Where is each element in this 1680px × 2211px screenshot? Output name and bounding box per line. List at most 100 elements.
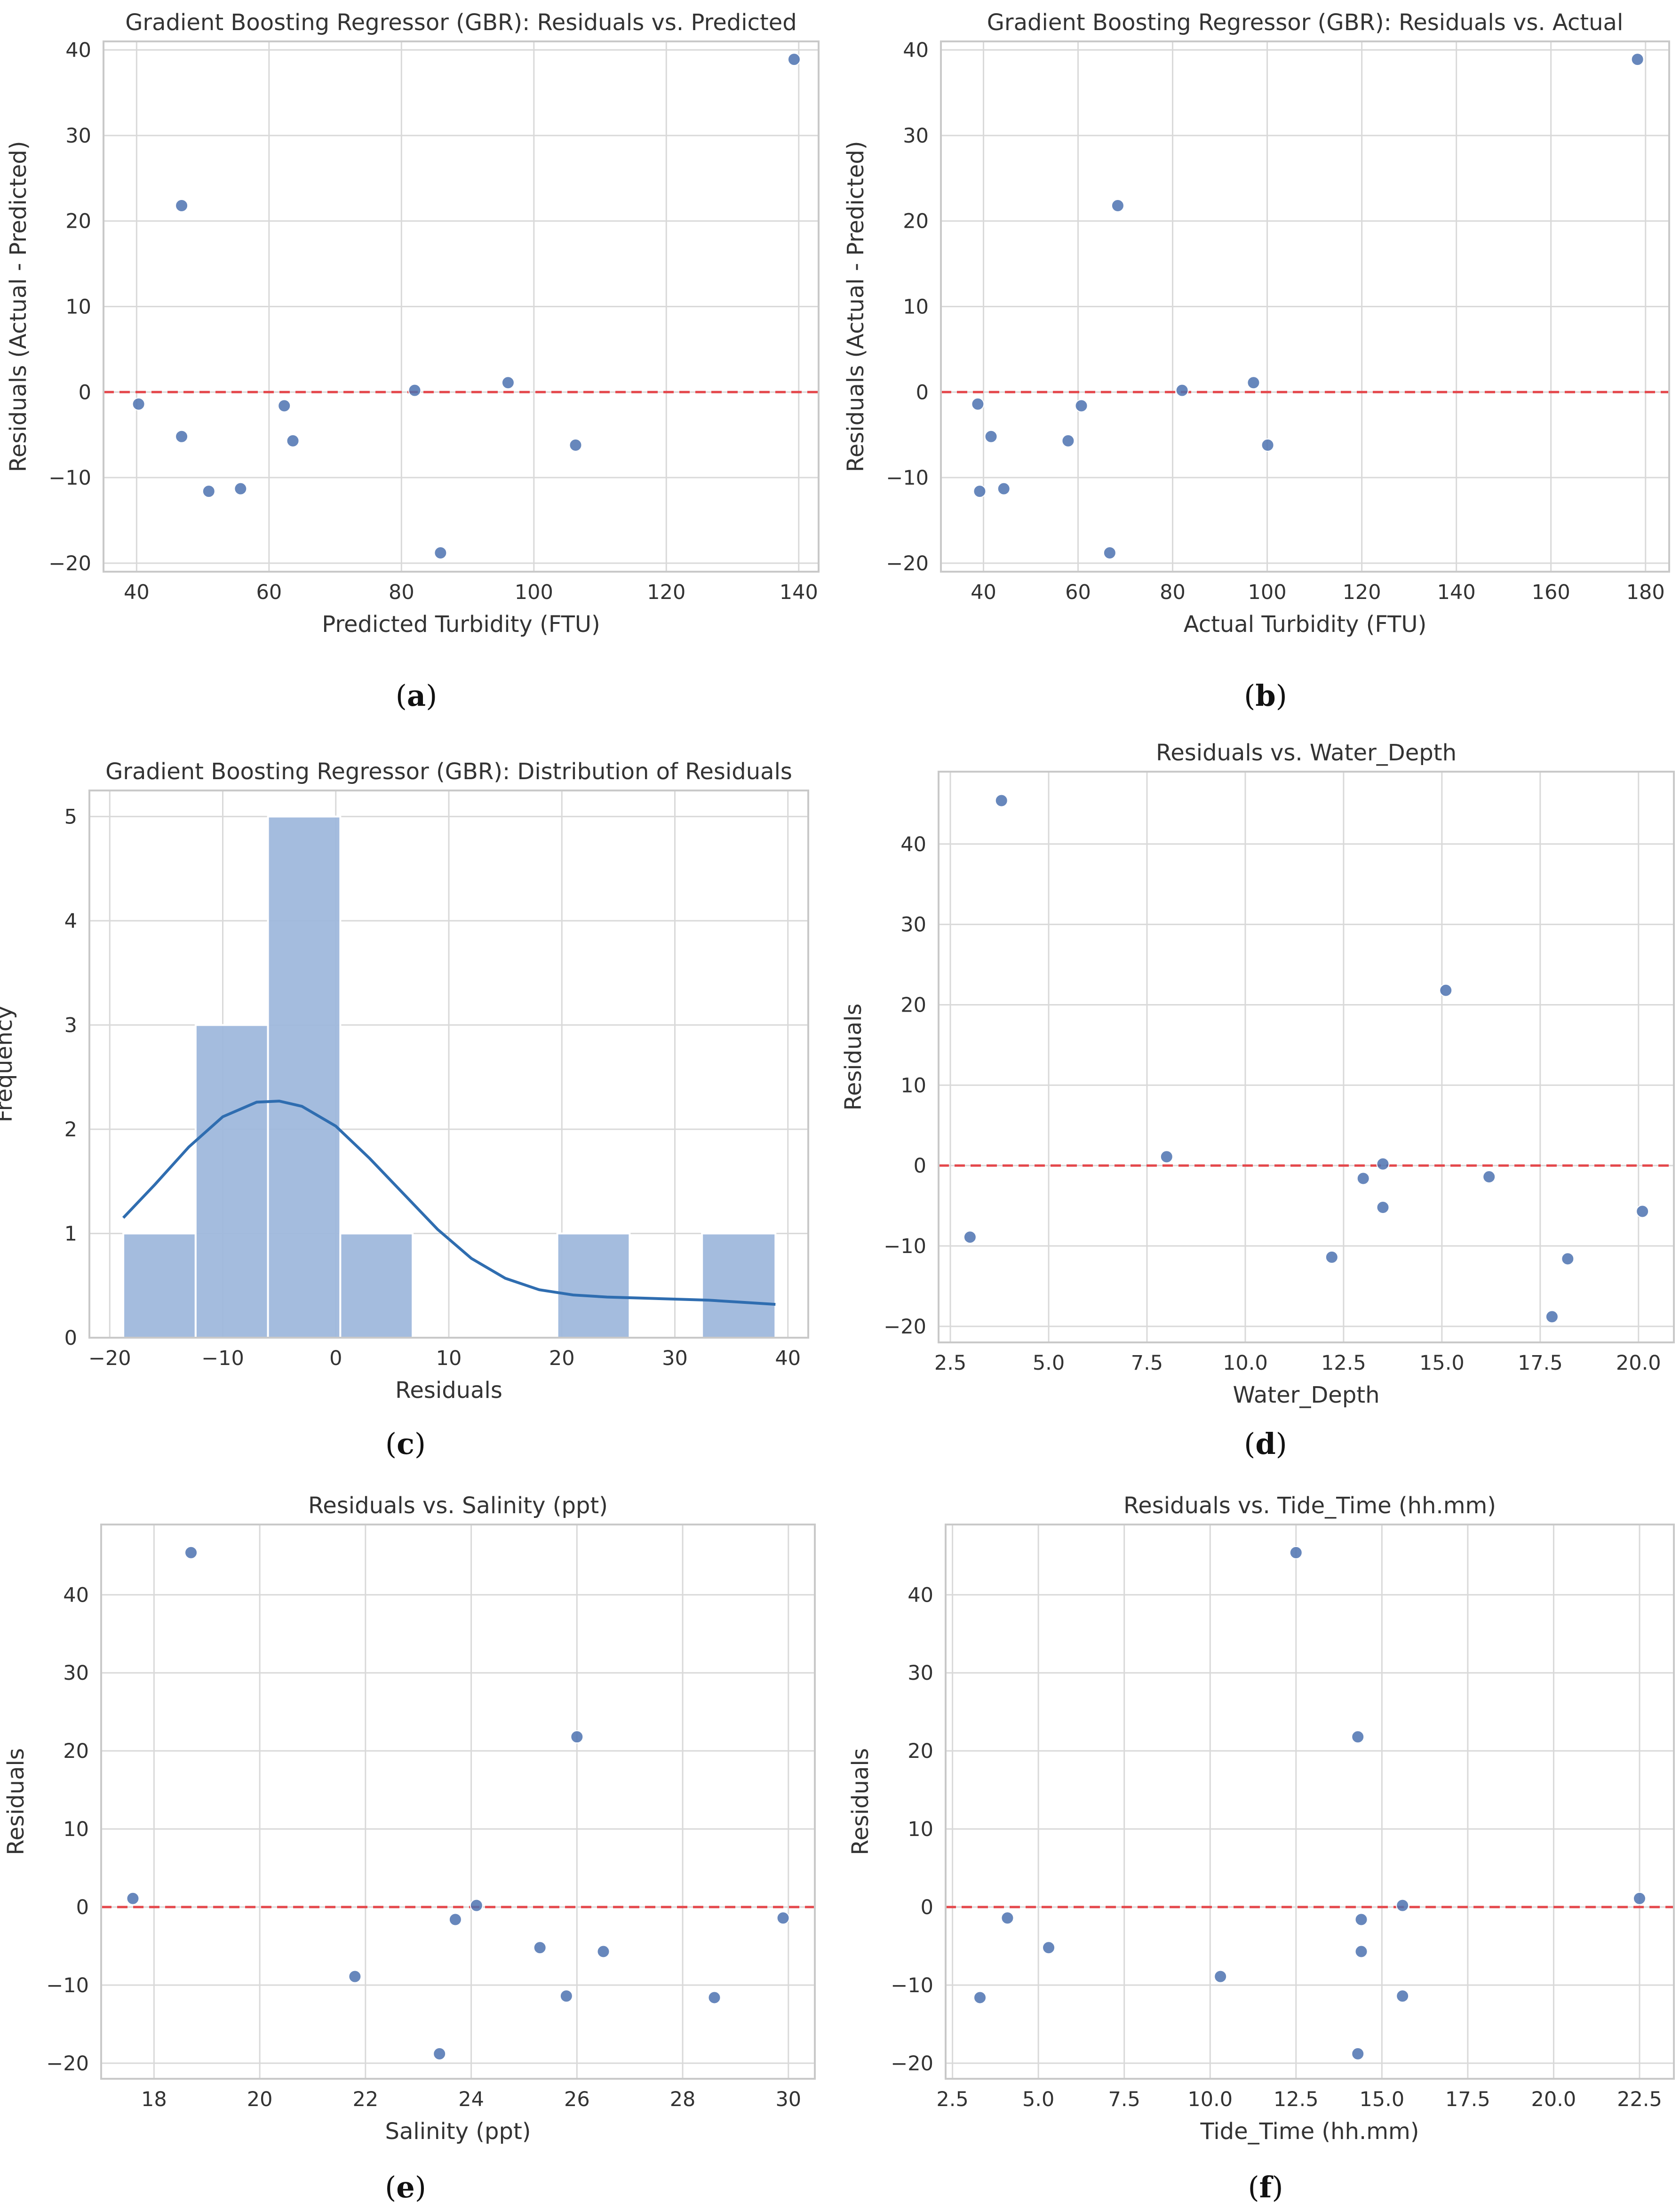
- data-point: [1545, 1310, 1559, 1324]
- chart-title: Residuals vs. Water_Depth: [1156, 740, 1457, 766]
- x-tick-label: 100: [515, 581, 553, 604]
- data-point: [1354, 1945, 1368, 1958]
- x-tick-label: 0: [329, 1347, 342, 1370]
- data-point: [1214, 1970, 1227, 1983]
- x-tick-label: 15.0: [1359, 2088, 1404, 2111]
- data-point: [559, 1989, 573, 2003]
- panel-label: (e): [385, 2170, 426, 2204]
- kde-curve: [122, 1100, 776, 1306]
- plot-frame: [938, 771, 1675, 1343]
- x-tick-label: 40: [775, 1347, 801, 1370]
- x-tick-label: 20: [247, 2088, 273, 2111]
- data-point: [1632, 1892, 1646, 1905]
- x-tick-label: 22: [352, 2088, 378, 2111]
- data-point: [533, 1941, 547, 1955]
- y-tick-label: 40: [908, 1583, 933, 1607]
- histogram-bar: [267, 815, 342, 1339]
- data-point: [1356, 1172, 1370, 1185]
- data-point: [1351, 2047, 1365, 2060]
- data-point: [1042, 1941, 1056, 1955]
- histogram-bar: [701, 1232, 777, 1339]
- data-point: [202, 485, 215, 498]
- histogram-bar: [122, 1232, 197, 1339]
- data-point: [569, 438, 582, 452]
- x-tick-label: 7.5: [1108, 2088, 1140, 2111]
- data-point: [995, 794, 1008, 807]
- chart-title: Residuals vs. Salinity (ppt): [308, 1493, 608, 1519]
- chart-title: Gradient Boosting Regressor (GBR): Resid…: [987, 9, 1624, 36]
- y-tick-label: −10: [46, 1974, 89, 1997]
- data-point: [1001, 1911, 1014, 1925]
- y-tick-label: 20: [65, 210, 91, 233]
- data-point: [1396, 1899, 1409, 1912]
- chart-title: Gradient Boosting Regressor (GBR): Resid…: [125, 9, 797, 36]
- y-tick-label: 0: [64, 1326, 77, 1350]
- y-tick-label: 0: [921, 1896, 933, 1919]
- data-point: [1103, 546, 1116, 560]
- panel-b: 40 60 80 100 120 140 160 180 −20 −10 0 10 20 30 40 Grad…: [843, 9, 1670, 713]
- data-point: [1439, 983, 1453, 997]
- x-tick-label: 60: [1065, 581, 1091, 604]
- panel-label: (c): [385, 1427, 426, 1461]
- x-tick-label: −20: [88, 1347, 131, 1370]
- x-tick-label: 10: [436, 1347, 462, 1370]
- data-point: [597, 1945, 610, 1958]
- x-tick-label: 30: [775, 2088, 801, 2111]
- x-tick-label: 120: [1343, 581, 1381, 604]
- x-axis-label: Predicted Turbidity (FTU): [322, 611, 600, 638]
- y-axis-label: Frequency: [0, 1006, 17, 1123]
- data-point: [984, 430, 998, 443]
- panel-f: 2.5 5.0 7.5 10.0 12.5 15.0 17.5 20.0 22.5 −20 −10 0…: [847, 1493, 1675, 2204]
- y-tick-label: 0: [79, 381, 91, 404]
- y-tick-label: 30: [908, 1661, 933, 1685]
- x-tick-label: 22.5: [1617, 2088, 1662, 2111]
- x-tick-label: 80: [389, 581, 414, 604]
- data-point: [234, 482, 247, 495]
- data-point: [1111, 199, 1124, 213]
- panel-letter: a: [407, 678, 426, 713]
- x-tick-label: 10.0: [1223, 1351, 1268, 1375]
- y-tick-label: −10: [884, 1235, 926, 1258]
- y-tick-label: 30: [903, 124, 929, 148]
- y-tick-label: 40: [903, 39, 929, 62]
- data-point: [973, 485, 987, 498]
- x-tick-label: 5.0: [1022, 2088, 1054, 2111]
- y-tick-label: −10: [891, 1974, 933, 1997]
- data-point: [1354, 1913, 1368, 1926]
- x-tick-label: −10: [201, 1347, 244, 1370]
- data-point: [1160, 1150, 1173, 1164]
- data-point: [1075, 399, 1088, 413]
- panel-letter: e: [396, 2170, 414, 2204]
- data-point: [1351, 1730, 1365, 1744]
- chart-title: Residuals vs. Tide_Time (hh.mm): [1123, 1493, 1496, 1519]
- y-tick-label: 40: [65, 39, 91, 62]
- data-point: [1175, 383, 1189, 397]
- panel-label: (d): [1244, 1427, 1287, 1461]
- y-axis-label: Residuals (Actual - Predicted): [5, 141, 32, 472]
- y-tick-label: 40: [63, 1583, 89, 1607]
- data-point: [570, 1730, 584, 1744]
- y-tick-label: 3: [64, 1014, 77, 1037]
- x-tick-label: 140: [1437, 581, 1476, 604]
- y-tick-label: −20: [48, 552, 91, 575]
- data-point: [1247, 376, 1260, 390]
- y-tick-label: −20: [884, 1315, 926, 1339]
- data-point: [1376, 1200, 1390, 1214]
- plot-frame: [940, 40, 1670, 573]
- panel-c: −20 −10 0 10 20 30 40 0 1 2 3 4 5 Gradient Boosting R…: [0, 758, 809, 1461]
- data-point: [1376, 1157, 1390, 1171]
- y-tick-label: 30: [65, 124, 91, 148]
- data-point: [348, 1970, 362, 1983]
- y-tick-label: 30: [63, 1661, 89, 1685]
- data-point: [175, 430, 189, 443]
- y-tick-label: 20: [63, 1740, 89, 1763]
- x-tick-label: 120: [647, 581, 685, 604]
- data-point: [1396, 1989, 1409, 2003]
- y-axis-label: Residuals: [840, 1004, 867, 1111]
- data-point: [1325, 1250, 1338, 1264]
- y-tick-label: 4: [64, 910, 77, 933]
- data-point: [708, 1991, 721, 2004]
- y-tick-label: −20: [886, 552, 929, 575]
- plot-frame: [88, 790, 809, 1339]
